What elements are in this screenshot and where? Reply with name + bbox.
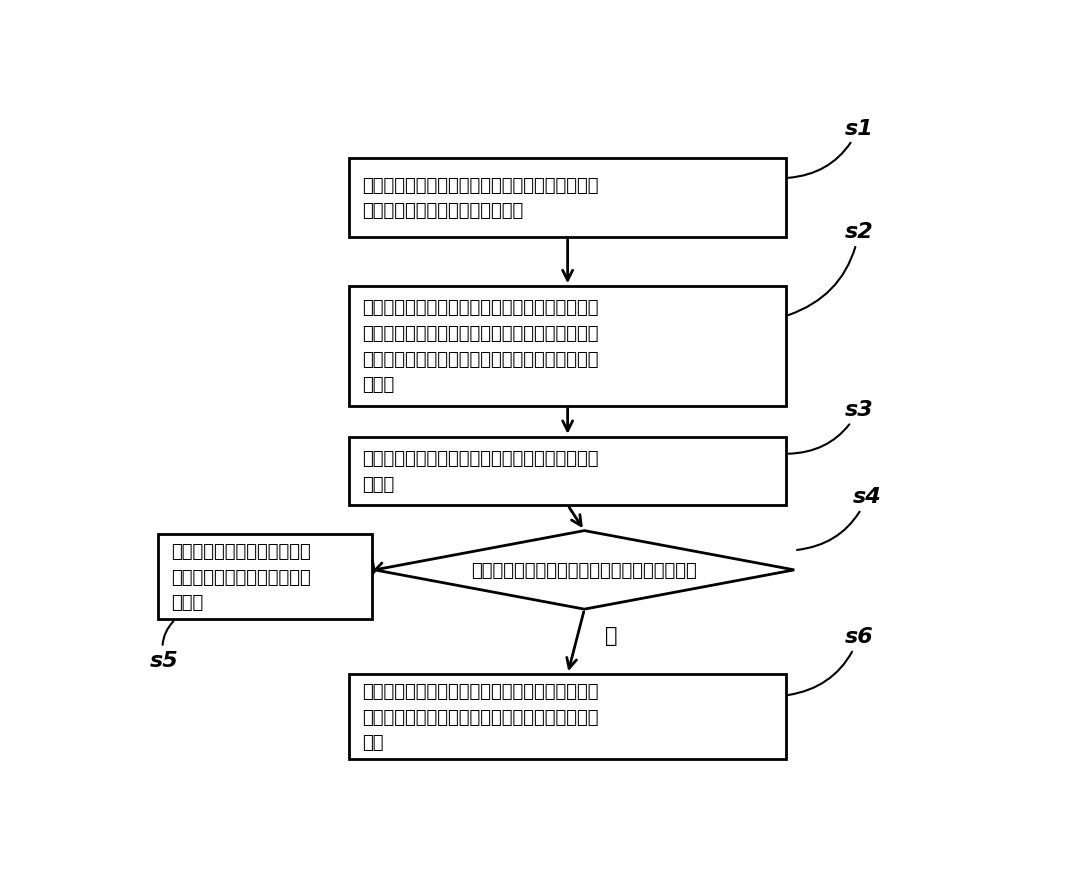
Text: 压力变送器根据来自水泵汽轮机低压侧主汽门前取
样孔的蒸汽，检测给水泵汽轮机低压侧进汽压力参
数，并将确定的汽轮机低压侧进汽压力参数传输给
控制器: 压力变送器根据来自水泵汽轮机低压侧主汽门前取 样孔的蒸汽，检测给水泵汽轮机低压侧… (362, 299, 599, 394)
Bar (158, 534, 373, 619)
Text: s4: s4 (797, 487, 882, 550)
Text: 控制高压侧调门开启至低压侧进汽压力与汽轮机的
目标转速相适应，使给水泵汽轮机转速稳定在目标
转速: 控制高压侧调门开启至低压侧进汽压力与汽轮机的 目标转速相适应，使给水泵汽轮机转速… (362, 682, 599, 751)
Bar (350, 437, 786, 505)
Text: s5: s5 (151, 622, 179, 671)
Text: s3: s3 (788, 400, 873, 455)
Bar (350, 159, 786, 237)
Bar (350, 674, 786, 759)
Text: s1: s1 (788, 119, 873, 179)
Text: 判断低压侧进汽量是否与汽轮机目标转数相匹配: 判断低压侧进汽量是否与汽轮机目标转数相匹配 (471, 561, 697, 579)
Polygon shape (375, 531, 794, 610)
Text: 控制器接收来自压力变送器的汽轮机低压侧进汽压
力参数: 控制器接收来自压力变送器的汽轮机低压侧进汽压 力参数 (362, 449, 599, 494)
Text: s2: s2 (788, 222, 873, 315)
Bar (350, 287, 786, 406)
Text: 否: 否 (605, 625, 618, 645)
Text: 判定当前给水泵汽轮机低压侧
进汽压力可以使汽轮机达到目
标转速: 判定当前给水泵汽轮机低压侧 进汽压力可以使汽轮机达到目 标转速 (171, 542, 311, 611)
Text: s6: s6 (788, 626, 873, 696)
Text: 控制器根据汽轮机的目标转速和实际转速的偏差增
大伺服阀指令控制低压侧调门开大: 控制器根据汽轮机的目标转速和实际转速的偏差增 大伺服阀指令控制低压侧调门开大 (362, 176, 599, 221)
